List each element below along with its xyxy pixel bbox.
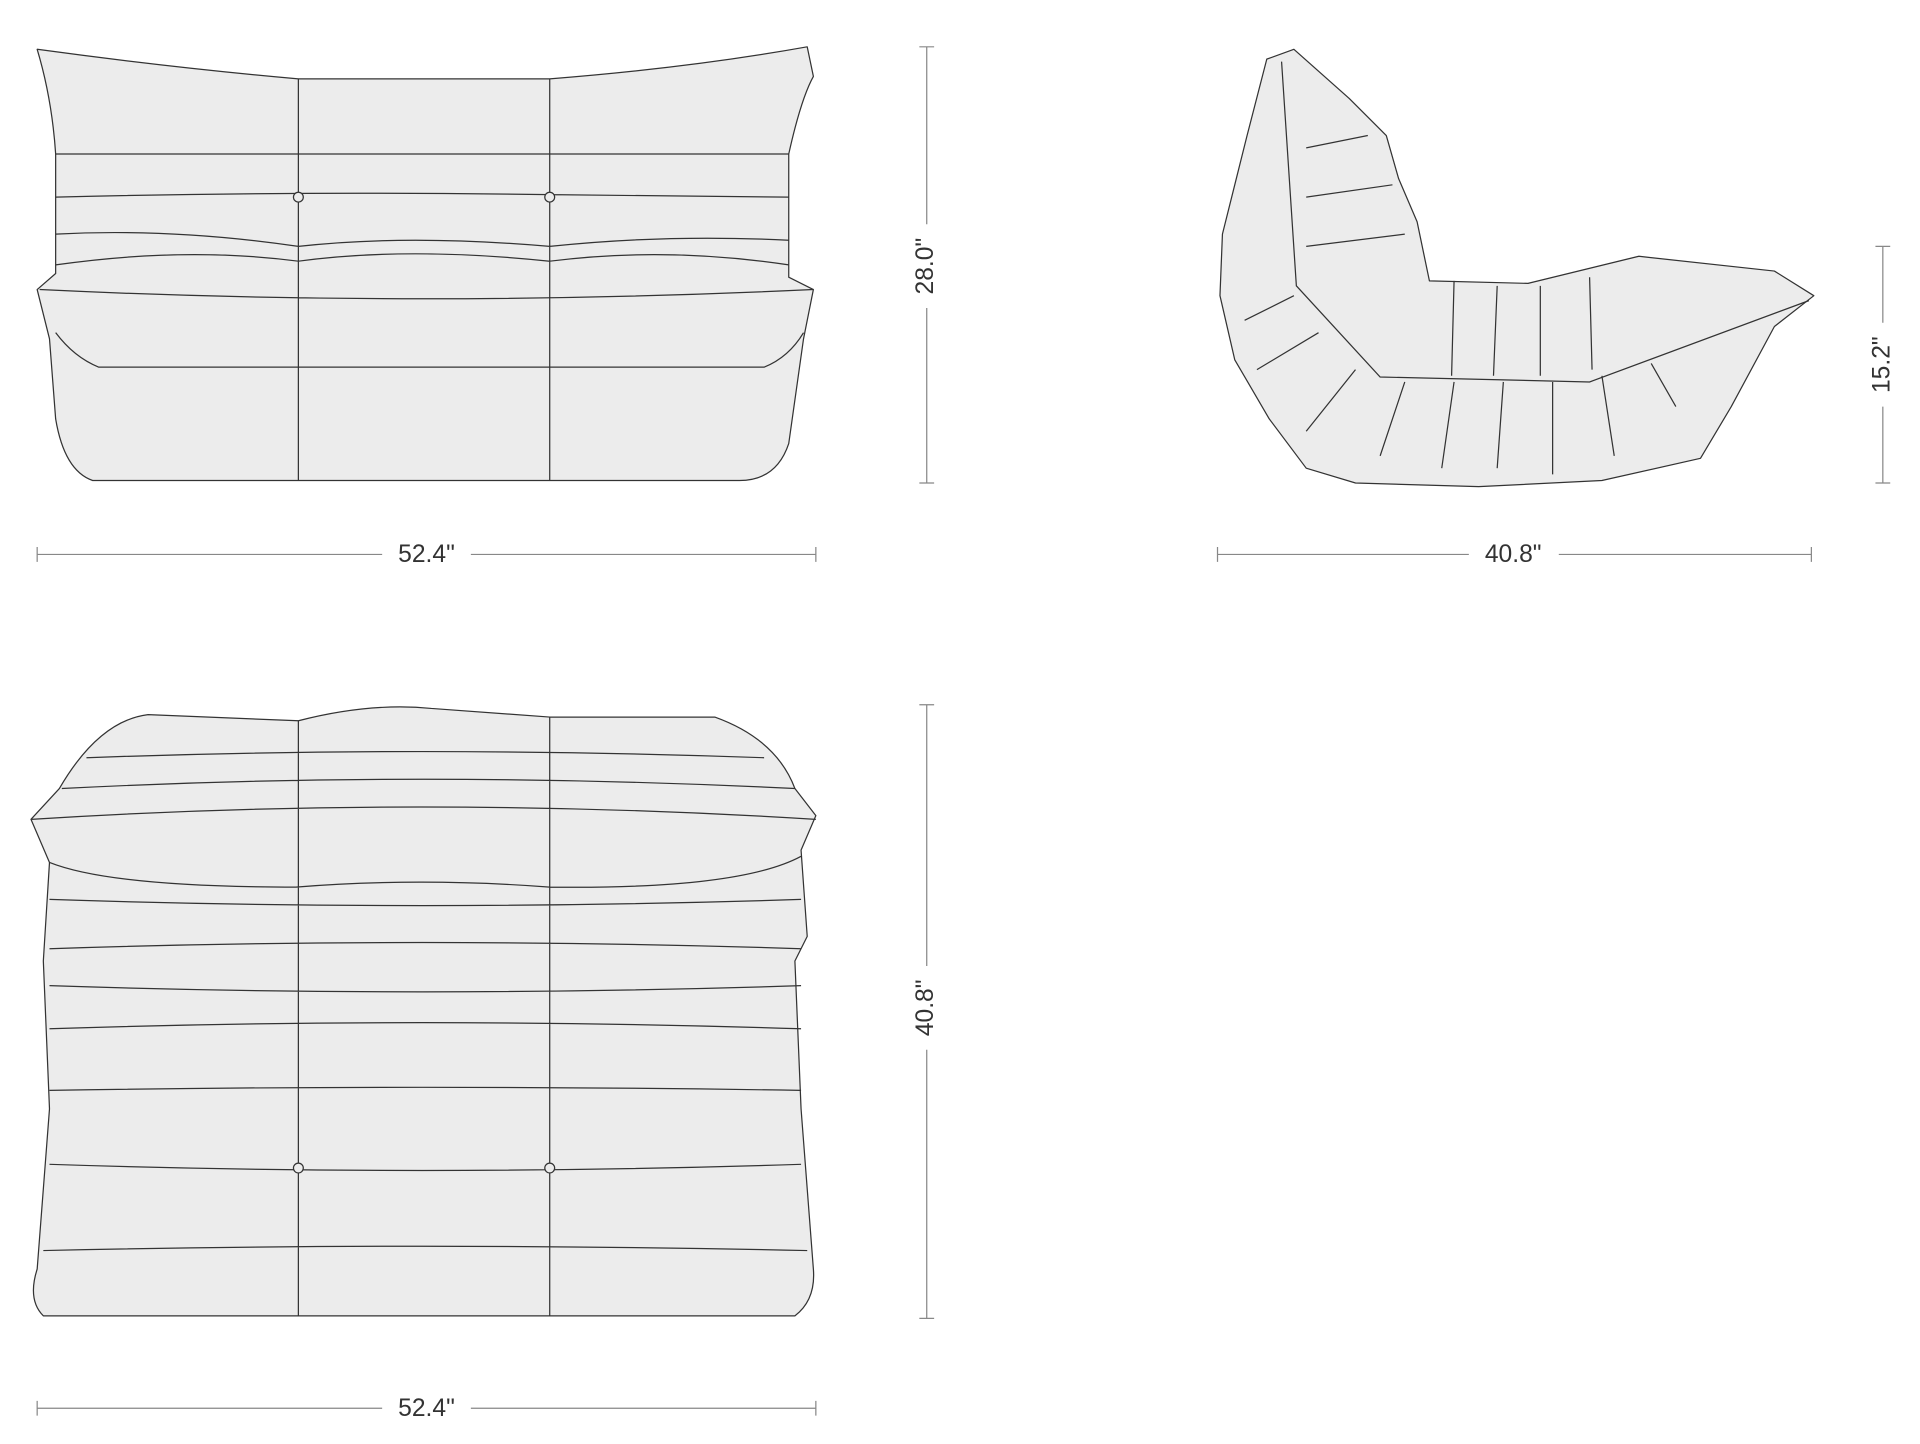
top-depth-label: 40.8" bbox=[912, 980, 939, 1037]
top-sofa bbox=[30, 706, 817, 1317]
top-view: 52.4" 40.8" bbox=[30, 704, 939, 1422]
front-view: 52.4" 28.0" bbox=[36, 46, 939, 568]
dimension-line bbox=[1875, 245, 1891, 484]
top-detail bbox=[30, 717, 816, 1316]
side-height-label: 15.2" bbox=[1868, 336, 1895, 393]
front-sofa bbox=[36, 46, 814, 482]
button bbox=[544, 191, 556, 203]
dimension-line bbox=[919, 704, 935, 1319]
side-detail bbox=[1244, 61, 1810, 475]
dimension-line bbox=[36, 1400, 817, 1416]
side-view: 40.8" 15.2" bbox=[1216, 48, 1895, 568]
front-width-label: 52.4" bbox=[398, 541, 455, 568]
front-detail bbox=[39, 78, 814, 481]
dimension-line bbox=[1216, 547, 1812, 562]
button bbox=[292, 1162, 304, 1174]
dimension-line bbox=[919, 46, 935, 484]
button bbox=[544, 1162, 556, 1174]
side-width-label: 40.8" bbox=[1485, 541, 1542, 568]
side-sofa bbox=[1219, 48, 1815, 488]
dimension-line bbox=[36, 547, 817, 562]
top-width-label: 52.4" bbox=[398, 1395, 455, 1422]
button bbox=[292, 191, 304, 203]
front-height-label: 28.0" bbox=[912, 238, 939, 295]
